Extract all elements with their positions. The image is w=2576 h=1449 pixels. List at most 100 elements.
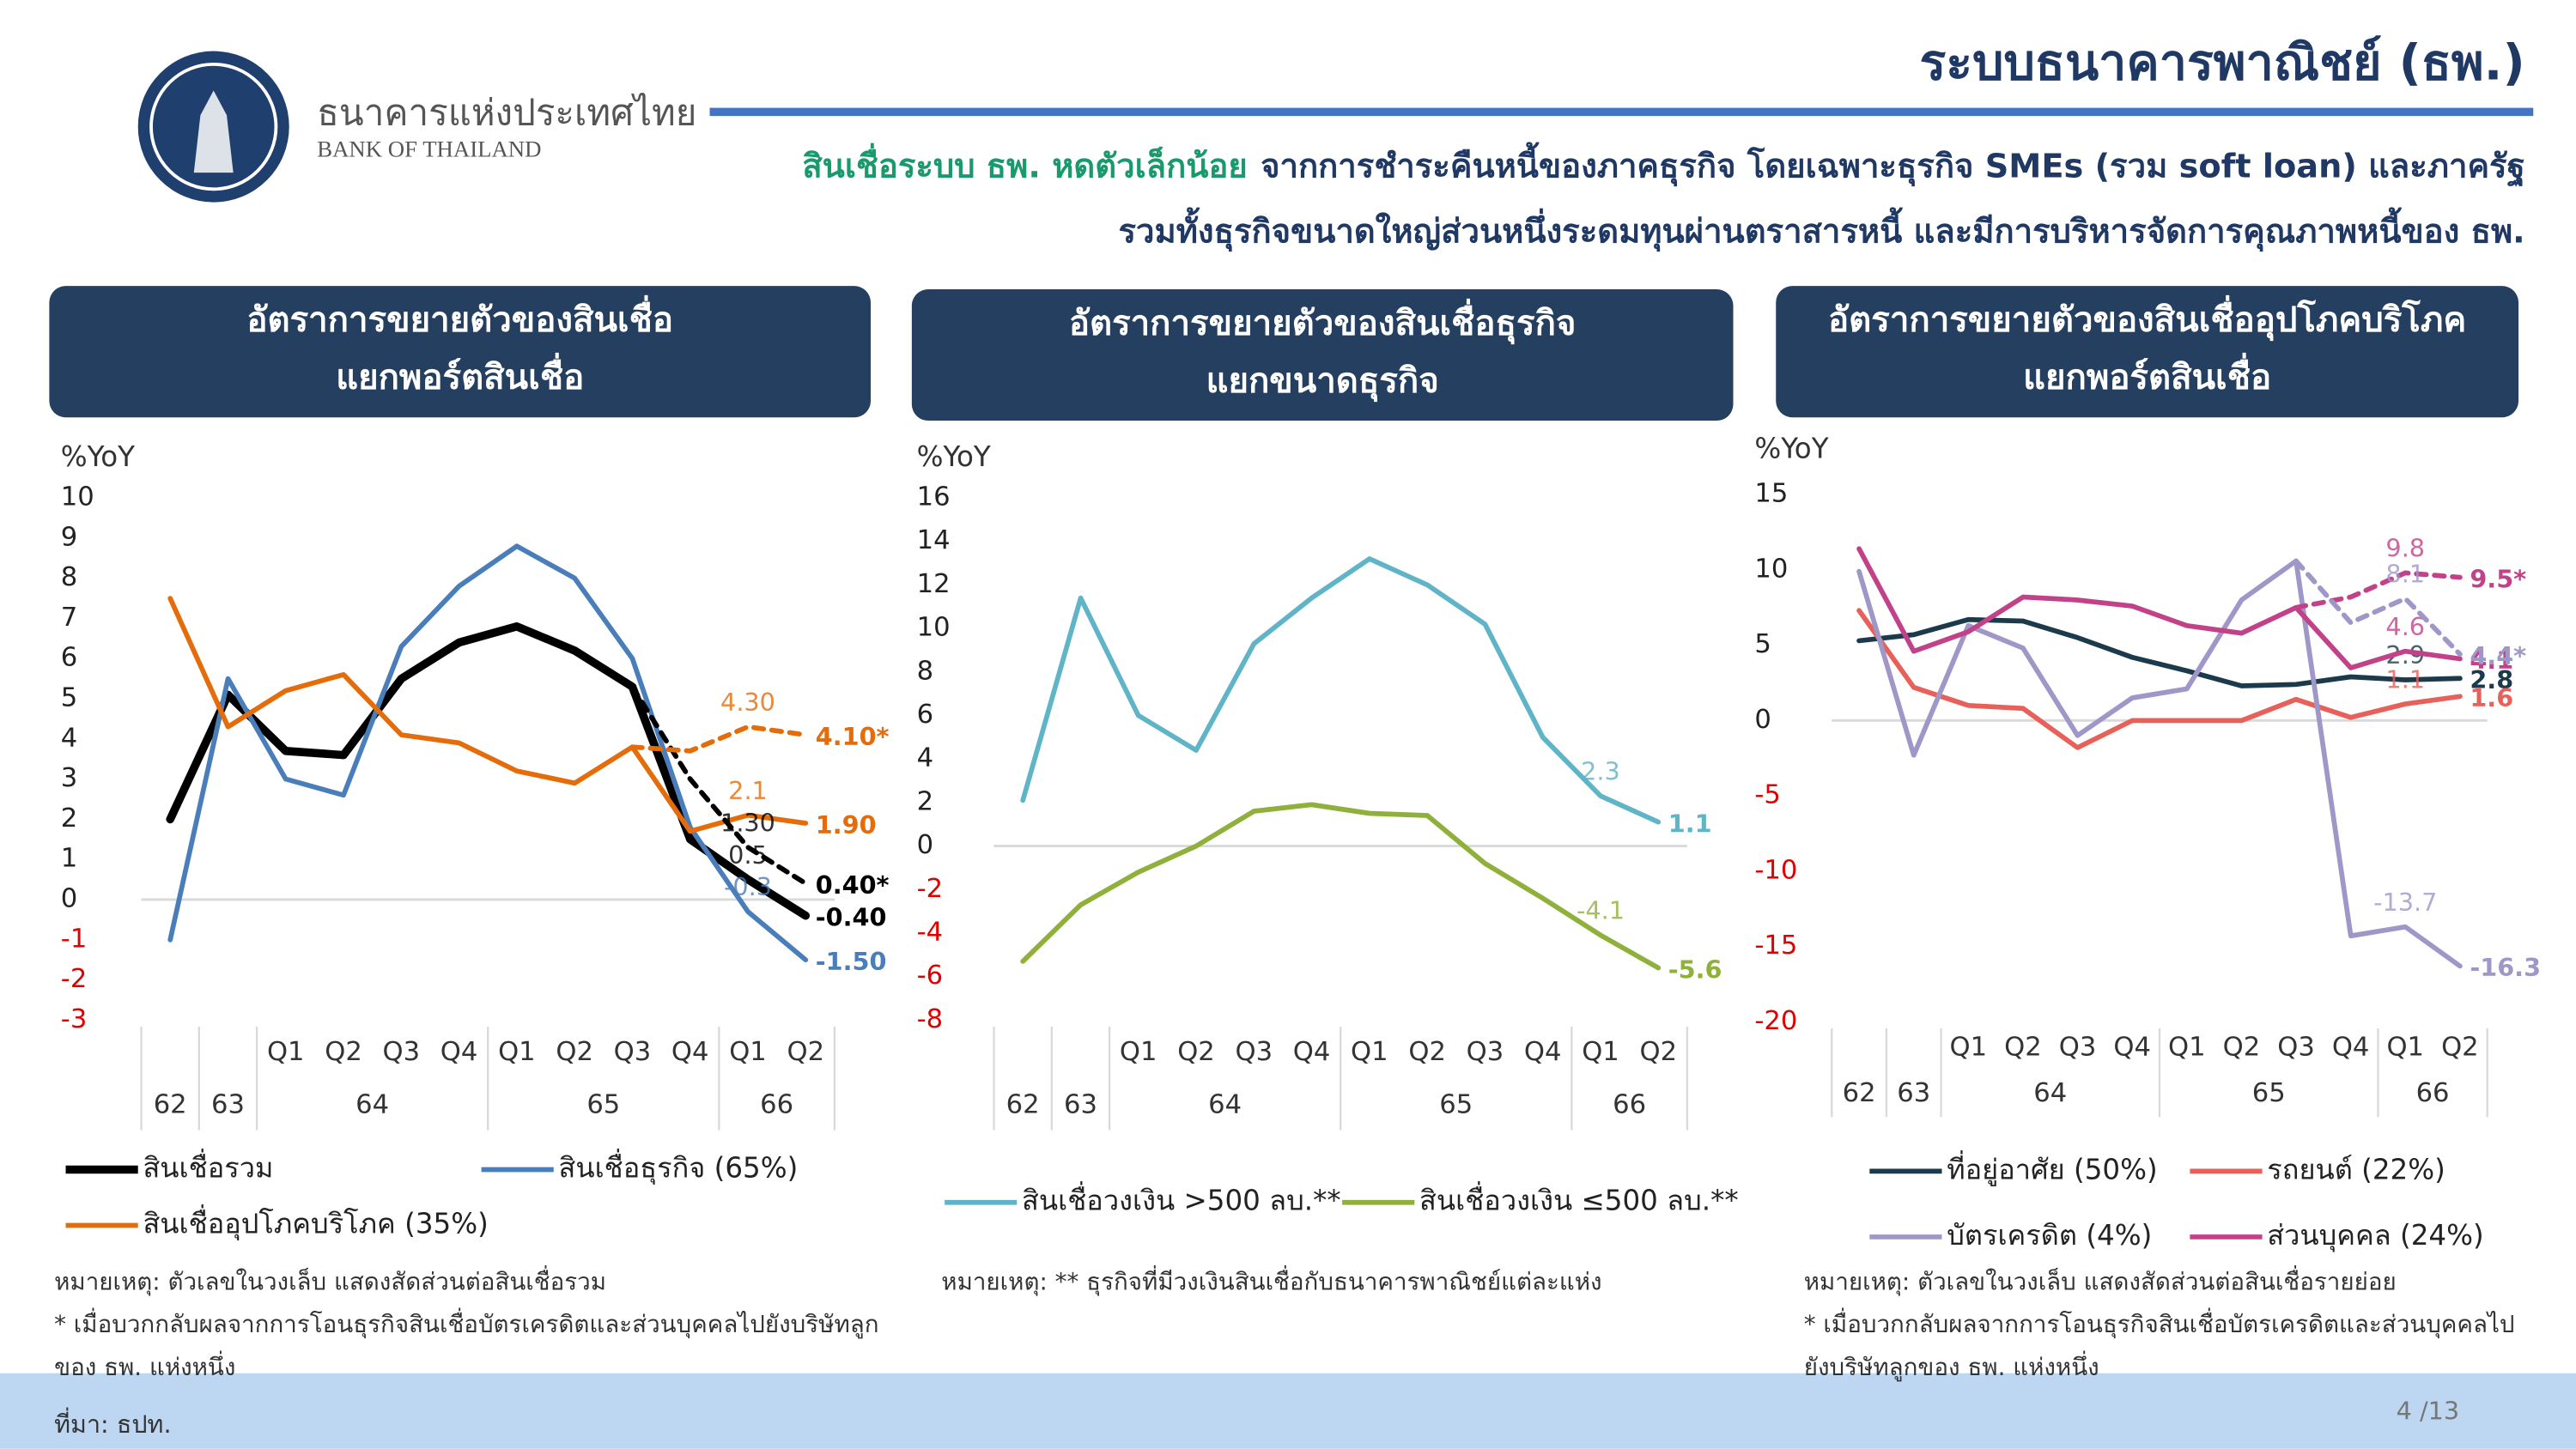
footer-band [0, 1373, 2576, 1449]
y-tick-label: 16 [917, 482, 951, 512]
data-label: 4.1 [2470, 646, 2513, 675]
x-tick-label: 63 [211, 1089, 245, 1119]
data-label: 4.10* [816, 722, 890, 751]
series-line [1856, 608, 2463, 750]
series-line [1856, 546, 2463, 670]
x-tick-label: Q4 [2332, 1032, 2370, 1062]
x-tick-label: Q3 [2277, 1032, 2315, 1062]
y-tick-label: 0 [61, 883, 77, 913]
data-label: -0.3 [724, 872, 772, 901]
summary-text: จากการชำระคืนหนี้ของภาคธุรกิจ โดยเฉพาะธุ… [1261, 142, 2525, 187]
y-tick-label: -10 [1754, 855, 1797, 885]
chart-note: * เมื่อบวกกลับผลจากการโอนธุรกิจสินเชื่อบ… [54, 1307, 878, 1339]
data-label: -4.1 [1577, 896, 1625, 925]
x-group-label: 66 [760, 1089, 793, 1119]
data-label: 8.1 [2385, 559, 2425, 588]
data-label: 1.1 [1668, 809, 1712, 839]
x-tick-label: Q1 [267, 1037, 305, 1067]
x-tick-label: Q3 [1236, 1037, 1273, 1067]
y-tick-label: 15 [1754, 479, 1788, 509]
panel-header [1776, 286, 2519, 418]
x-tick-label: Q1 [729, 1037, 767, 1067]
x-tick-label: Q1 [1120, 1037, 1157, 1067]
x-group-label: 66 [2416, 1078, 2450, 1108]
series-line [1856, 558, 2463, 969]
chart-note: ของ ธพ. แห่งหนึ่ง [54, 1350, 235, 1381]
dashed-line [629, 724, 809, 754]
x-tick-label: Q3 [1467, 1037, 1504, 1067]
x-tick-label: Q2 [787, 1037, 825, 1067]
x-tick-label: Q4 [671, 1037, 709, 1067]
y-tick-label: 0 [1754, 705, 1771, 735]
x-tick-label: Q2 [556, 1037, 593, 1067]
page-number: 4 /13 [2397, 1397, 2460, 1426]
data-label: -5.6 [1668, 955, 1722, 984]
y-tick-label: 1 [61, 844, 77, 874]
x-tick-label: Q1 [1351, 1037, 1388, 1067]
legend-label: สินเชื่อวงเงิน >500 ลบ.** [1022, 1181, 1341, 1217]
legend-label: บัตรเครดิต (4%) [1947, 1219, 2152, 1252]
x-tick-label: Q1 [2168, 1032, 2206, 1062]
chart-note: ยังบริษัทลูกของ ธพ. แห่งหนึ่ง [1804, 1350, 2099, 1382]
x-tick-label: Q2 [2004, 1032, 2042, 1062]
data-label: 2.8 [2470, 665, 2513, 694]
data-label: 1.1 [2385, 664, 2425, 694]
legend-label: สินเชื่อวงเงิน ≤500 ลบ.** [1419, 1181, 1739, 1217]
y-tick-label: 3 [61, 763, 77, 793]
chart-title: แยกขนาดธุรกิจ [1206, 361, 1439, 403]
x-tick-label: Q2 [1177, 1037, 1215, 1067]
y-axis-label: %YoY [1754, 432, 1828, 464]
y-tick-label: 9 [61, 522, 77, 552]
panel-header [49, 286, 872, 418]
x-group-label: 64 [1208, 1089, 1242, 1119]
chart-title: อัตราการขยายตัวของสินเชื่อธุรกิจ [1069, 298, 1577, 345]
x-tick-label: 63 [1064, 1089, 1097, 1119]
summary-line: สินเชื่อระบบ ธพ. หดตัวเล็กน้อย จากการชำระ… [802, 142, 2524, 187]
x-group-label: 66 [1613, 1089, 1646, 1119]
y-tick-label: 8 [917, 656, 933, 686]
y-tick-label: 10 [917, 613, 951, 643]
data-label: -1.50 [816, 947, 887, 976]
dashed-line [2293, 558, 2463, 657]
y-tick-label: 10 [61, 482, 94, 512]
chart-title: แยกพอร์ตสินเชื่อ [336, 352, 584, 397]
x-tick-label: Q1 [2386, 1032, 2424, 1062]
x-tick-label: Q2 [1639, 1037, 1677, 1067]
series-line [166, 621, 811, 920]
x-tick-label: Q3 [383, 1037, 421, 1067]
x-tick-label: Q2 [325, 1037, 362, 1067]
y-tick-label: 2 [61, 803, 77, 834]
series-line [1020, 556, 1662, 825]
x-tick-label: Q2 [2223, 1032, 2261, 1062]
data-label: 2.1 [728, 776, 768, 805]
y-tick-label: 4 [917, 743, 933, 773]
x-group-label: 64 [2033, 1078, 2067, 1108]
legend-label: ส่วนบุคคล (24%) [2267, 1219, 2483, 1252]
slide-title: ระบบธนาคารพาณิชย์ (ธพ.) [1919, 33, 2524, 91]
logo-thai: ธนาคารแห่งประเทศไทย [317, 92, 696, 134]
legend-label: สินเชื่ออุปโภคบริโภค (35%) [143, 1204, 488, 1241]
y-tick-label: 10 [1754, 554, 1788, 584]
summary-highlight: สินเชื่อระบบ ธพ. หดตัวเล็กน้อย [802, 142, 1247, 185]
x-group-label: 65 [1439, 1089, 1473, 1119]
data-label: 4.4* [2470, 641, 2526, 670]
y-tick-label: 2 [917, 786, 933, 816]
legend-label: รถยนต์ (22%) [2267, 1153, 2445, 1185]
x-tick-label: Q1 [1582, 1037, 1619, 1067]
y-tick-label: -20 [1754, 1006, 1797, 1036]
y-tick-label: -15 [1754, 931, 1797, 961]
data-label: 9.8 [2385, 534, 2425, 563]
data-label: -16.3 [2470, 953, 2541, 982]
x-tick-label: Q4 [440, 1037, 478, 1067]
chart-title: แยกพอร์ตสินเชื่อ [2023, 352, 2271, 397]
x-tick-label: Q3 [2059, 1032, 2097, 1062]
chart-title: อัตราการขยายตัวของสินเชื่อ [246, 294, 673, 340]
x-group-label: 65 [2252, 1078, 2286, 1108]
y-tick-label: -4 [917, 917, 944, 947]
data-label: 0.40* [816, 870, 890, 900]
y-tick-label: -6 [917, 961, 944, 991]
y-tick-label: -3 [61, 1004, 88, 1034]
chart-note: หมายเหตุ: ตัวเลขในวงเล็บ แสดงสัดส่วนต่อส… [54, 1265, 606, 1297]
y-tick-label: 8 [61, 562, 77, 592]
